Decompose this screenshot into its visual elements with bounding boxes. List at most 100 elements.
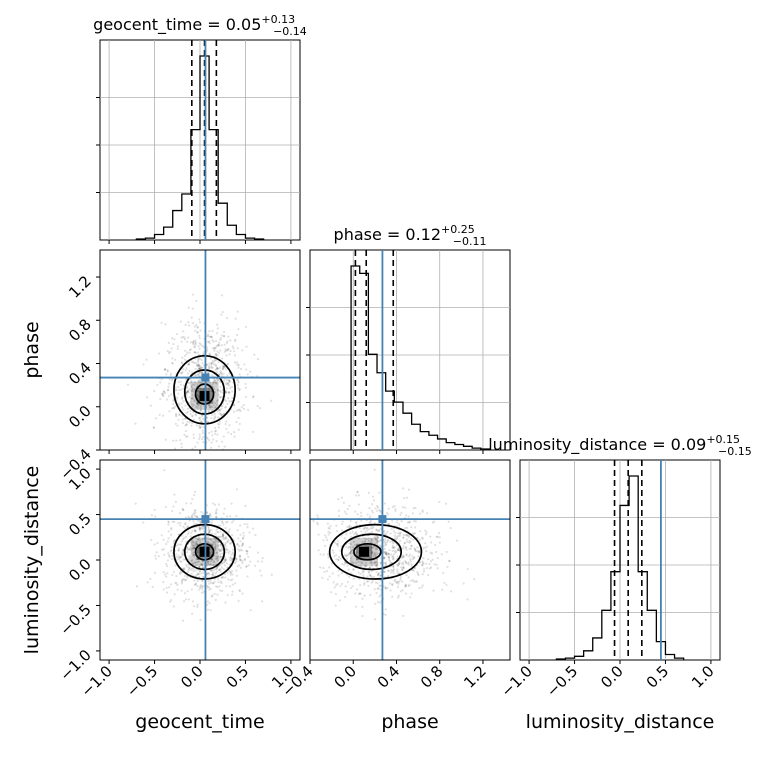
- sample-point: [238, 545, 241, 548]
- sample-point: [347, 554, 350, 557]
- sample-point: [414, 520, 417, 523]
- sample-point: [346, 581, 349, 584]
- sample-point: [171, 573, 174, 577]
- sample-point: [222, 534, 225, 537]
- sample-point: [197, 560, 200, 564]
- sample-point: [408, 539, 411, 543]
- sample-point: [197, 403, 200, 406]
- sample-point: [349, 546, 352, 549]
- title-main: phase = 0.12: [334, 225, 441, 244]
- sample-point: [256, 405, 259, 408]
- sample-point: [190, 588, 193, 591]
- sample-point: [191, 383, 195, 386]
- truth-marker: [201, 515, 210, 524]
- sample-point: [196, 331, 199, 334]
- sample-point: [362, 528, 365, 531]
- sample-point: [360, 514, 363, 517]
- sample-point: [245, 325, 248, 328]
- sample-point: [371, 511, 374, 514]
- sample-point: [402, 555, 405, 558]
- sample-point: [238, 564, 241, 567]
- sample-point: [207, 527, 210, 530]
- sample-point: [193, 529, 197, 533]
- sample-point: [209, 579, 212, 582]
- sample-point: [182, 600, 186, 603]
- sample-point: [187, 515, 190, 518]
- sample-point: [194, 343, 197, 346]
- sample-point: [219, 396, 222, 399]
- sample-point: [246, 550, 249, 553]
- sample-point: [392, 572, 395, 575]
- sample-point: [231, 345, 234, 348]
- sample-point: [172, 505, 175, 508]
- sample-point: [389, 532, 392, 535]
- sample-point: [404, 506, 407, 509]
- sample-point: [244, 382, 247, 385]
- sample-point: [192, 547, 195, 550]
- sample-point: [198, 367, 201, 370]
- sample-point: [228, 391, 231, 394]
- sample-point: [163, 392, 167, 395]
- sample-point: [178, 413, 181, 416]
- sample-point: [228, 353, 231, 356]
- sample-point: [224, 551, 227, 554]
- sample-point: [375, 564, 378, 567]
- sample-point: [215, 508, 218, 511]
- sample-point: [236, 543, 239, 546]
- sample-point: [370, 581, 373, 584]
- sample-point: [191, 405, 194, 408]
- sample-point: [226, 348, 229, 351]
- sample-point: [221, 589, 224, 592]
- sample-point: [390, 568, 393, 572]
- sample-point: [240, 544, 244, 548]
- sample-point: [221, 576, 224, 579]
- sample-point: [205, 511, 209, 514]
- sample-point: [171, 509, 174, 513]
- sample-point: [210, 409, 213, 412]
- sample-point: [217, 569, 221, 572]
- sample-point: [358, 592, 361, 595]
- sample-point: [446, 565, 449, 568]
- sample-point: [171, 362, 175, 365]
- sample-point: [227, 347, 230, 350]
- sample-point: [360, 530, 363, 533]
- sample-point: [189, 409, 192, 413]
- sample-point: [193, 351, 197, 354]
- sample-point: [397, 594, 400, 597]
- contour-3: [328, 523, 423, 580]
- sample-point: [361, 569, 364, 572]
- panel-frame: [309, 249, 511, 451]
- sample-point: [387, 555, 390, 559]
- sample-point: [187, 567, 190, 570]
- sample-point: [217, 360, 220, 363]
- sample-point: [182, 456, 184, 458]
- sample-point: [208, 530, 212, 533]
- sample-point: [220, 373, 224, 376]
- sample-point: [164, 323, 167, 326]
- sample-point: [154, 515, 157, 518]
- sample-point: [199, 409, 202, 412]
- sample-point: [387, 575, 390, 578]
- sample-point: [206, 572, 209, 575]
- sample-point: [191, 414, 194, 417]
- sample-point: [245, 565, 248, 568]
- sample-point: [198, 526, 202, 529]
- sample-point: [184, 598, 188, 601]
- sample-point: [199, 381, 202, 384]
- sample-point: [186, 533, 189, 536]
- sample-point: [191, 387, 195, 391]
- sample-point: [245, 550, 248, 553]
- sample-point: [238, 554, 241, 558]
- sample-point: [207, 403, 210, 407]
- sample-point: [208, 531, 211, 534]
- sample-point: [209, 446, 213, 449]
- sample-point: [217, 343, 220, 347]
- sample-point: [372, 552, 375, 555]
- sample-point: [374, 561, 377, 564]
- sample-point: [221, 534, 225, 537]
- sample-point: [196, 550, 200, 553]
- sample-point: [194, 536, 197, 540]
- sample-point: [161, 392, 164, 395]
- sample-point: [369, 566, 372, 569]
- sample-point: [233, 561, 237, 565]
